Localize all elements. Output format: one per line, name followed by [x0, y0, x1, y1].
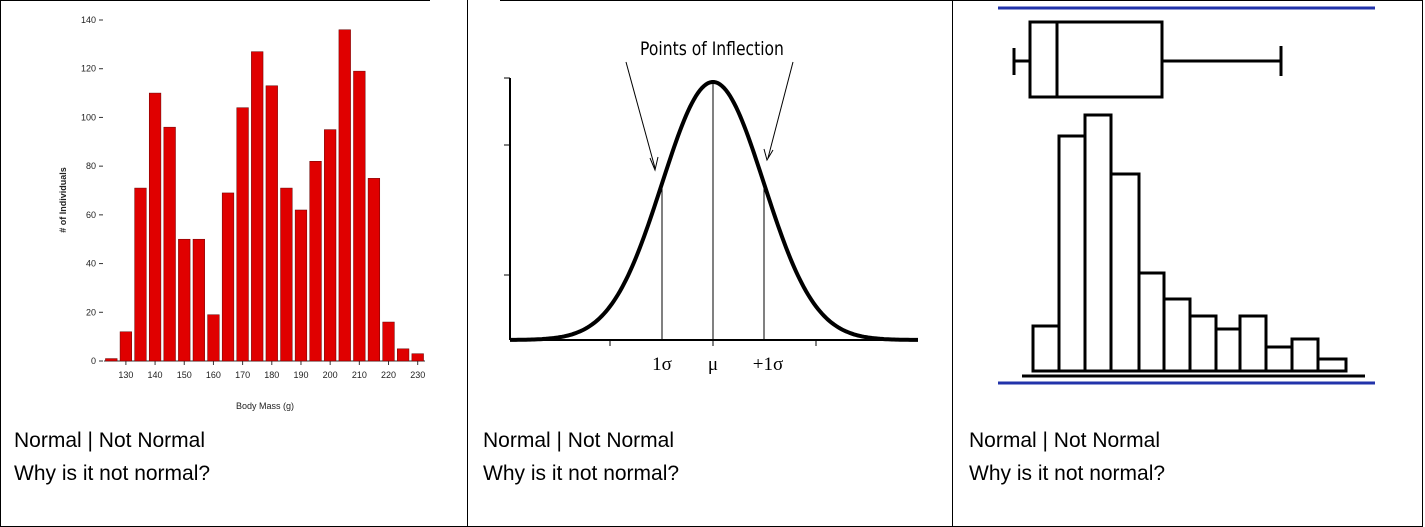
x-tick-label: 130: [118, 370, 133, 380]
bar: [265, 85, 278, 362]
choice-text: Normal | Not Normal: [969, 429, 1160, 452]
normal-curve-diagram: [504, 61, 918, 346]
y-tick-label: 140: [81, 15, 96, 25]
x-tick-label: 200: [323, 370, 338, 380]
question-text: Why is it not normal?: [969, 462, 1165, 485]
bar: [105, 358, 118, 362]
question-text: Why is it not normal?: [483, 462, 679, 485]
bar: [134, 187, 147, 362]
x-axis-label: Body Mass (g): [236, 401, 294, 411]
x-tick-label: 210: [352, 370, 367, 380]
bar: [367, 178, 381, 362]
x-tick-label: 190: [293, 370, 308, 380]
bar: [382, 321, 395, 362]
x-tick-label: 230: [410, 370, 425, 380]
x-tick-label: 160: [206, 370, 221, 380]
x-tick-label: 150: [177, 370, 192, 380]
bar: [324, 129, 337, 362]
x-tick-label: 170: [235, 370, 250, 380]
histogram-chart: Body Mass (g) # of Individuals 0 20 40 60 80…: [58, 15, 425, 411]
y-tick-label: 0: [91, 356, 96, 366]
y-tick-label: 120: [81, 64, 96, 74]
x-tick-label: 140: [148, 370, 163, 380]
bar: [309, 161, 322, 362]
x-tick-label: 220: [381, 370, 396, 380]
bar: [353, 70, 366, 362]
diagram-title: Points of Inflection: [640, 39, 784, 61]
bar: [411, 353, 424, 362]
y-tick-label: 20: [86, 307, 96, 317]
bar: [338, 29, 351, 362]
bar: [221, 192, 235, 362]
boxplot-histogram-diagram: [998, 6, 1375, 385]
bar: [192, 238, 205, 362]
bar: [397, 348, 410, 362]
bar: [294, 209, 308, 362]
bar: [207, 314, 220, 362]
y-tick-label: 80: [86, 161, 96, 171]
bar: [148, 92, 162, 362]
y-tick-label: 60: [86, 210, 96, 220]
question-text: Why is it not normal?: [14, 462, 210, 485]
x-tick-label: 180: [264, 370, 279, 380]
mu-label: μ: [708, 354, 718, 375]
y-tick-label: 40: [86, 259, 96, 269]
y-axis-label: # of Individuals: [58, 167, 68, 233]
y-tick-label: 100: [81, 112, 96, 122]
choice-text: Normal | Not Normal: [14, 429, 205, 452]
bar: [251, 51, 264, 362]
bar: [178, 238, 191, 362]
bar: [236, 107, 249, 362]
choice-text: Normal | Not Normal: [483, 429, 674, 452]
sigma-label: +1σ: [753, 354, 783, 375]
bar: [119, 331, 132, 362]
sigma-label: 1σ: [652, 354, 672, 375]
bar: [163, 126, 176, 362]
bar: [280, 187, 293, 362]
